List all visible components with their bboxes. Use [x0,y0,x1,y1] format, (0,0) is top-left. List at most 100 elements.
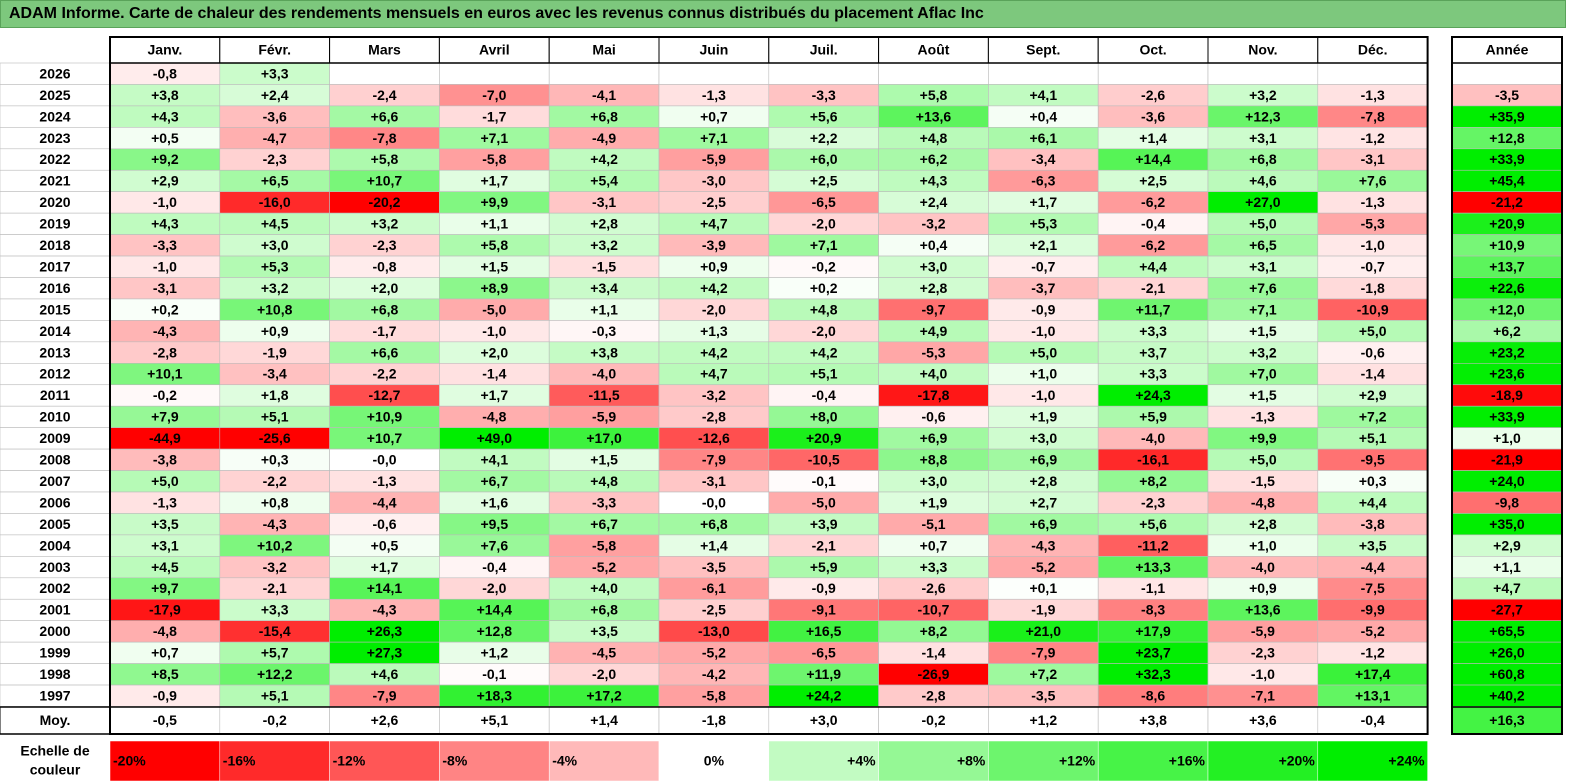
legend-step-label: +12% [1059,753,1096,769]
heatmap-cell-value: +8,0 [810,409,838,425]
heatmap-cell-value: +6,7 [480,473,508,489]
heatmap-cell-value: +7,6 [1359,173,1387,189]
heatmap-cell-value: -12,7 [369,387,401,403]
average-cell-value: +3,8 [1139,712,1167,728]
annual-cell-value: +24,0 [1489,473,1525,489]
heatmap-cell-value: +3,3 [1139,366,1167,382]
heatmap-cell-value: -5,8 [482,151,506,167]
heatmap-cell-value: +3,3 [261,602,289,618]
heatmap-cell-value: -3,3 [812,87,836,103]
heatmap-cell-value: +4,0 [920,366,948,382]
heatmap-cell [988,62,1099,85]
heatmap-cell-value: -0,8 [372,258,396,274]
heatmap-cell-value: +14,4 [477,602,513,618]
heatmap-cell-value: +3,2 [590,237,618,253]
heatmap-cell-value: -3,6 [263,108,287,124]
annual-cell-value: +60,8 [1489,666,1525,682]
heatmap-cell-value: -1,4 [482,366,506,382]
heatmap-cell-value: +2,8 [920,280,948,296]
legend-swatch [1097,740,1209,782]
heatmap-cell-value: -4,0 [592,366,616,382]
heatmap-cell-value: +7,1 [810,237,838,253]
average-cell-value: -1,8 [702,712,726,728]
heatmap-cell-value: -17,9 [149,602,181,618]
month-header-label: Oct. [1139,42,1166,58]
heatmap-cell-value: +7,1 [700,130,728,146]
heatmap-cell-value: +5,7 [261,645,289,661]
year-label: 2008 [39,452,70,468]
heatmap-cell-value: +1,0 [1249,537,1277,553]
heatmap-cell-value: -7,9 [1031,645,1055,661]
heatmap-cell-value: -5,1 [921,516,945,532]
heatmap-cell-value: +12,3 [1245,108,1281,124]
heatmap-cell-value: +7,2 [1029,666,1057,682]
legend-step-label: -4% [552,753,577,769]
heatmap-cell-value: +4,2 [810,344,838,360]
heatmap-cell-value: +6,9 [920,430,948,446]
heatmap-cell-value: -25,6 [259,430,291,446]
heatmap-cell-value: -4,3 [263,516,287,532]
heatmap-cell-value: -4,8 [153,623,177,639]
heatmap-cell-value: +11,7 [1136,301,1171,317]
heatmap-cell-value: +1,2 [480,645,508,661]
heatmap-cell-value: +9,5 [480,516,508,532]
heatmap-cell-value: +1,4 [700,537,728,553]
heatmap-cell-value: +2,9 [1359,387,1387,403]
average-cell-value: -0,2 [921,712,945,728]
heatmap-cell-value: +4,8 [590,473,618,489]
heatmap-cell-value: +7,6 [480,537,508,553]
heatmap-cell-value: -0,2 [153,387,177,403]
heatmap-cell-value: +3,1 [1249,130,1277,146]
heatmap-cell-value: +1,9 [1029,409,1057,425]
year-label: 2024 [39,108,70,124]
heatmap-cell-value: +13,6 [916,108,952,124]
heatmap-cell-value: -0,9 [1031,301,1055,317]
annual-cell-value: +33,9 [1489,151,1525,167]
year-label: 2025 [39,87,70,103]
heatmap-cell-value: +5,0 [1249,216,1277,232]
heatmap-cell-value: +17,0 [586,430,622,446]
page-title: ADAM Informe. Carte de chaleur des rende… [9,5,984,22]
heatmap-cell-value: -6,2 [1141,237,1165,253]
heatmap-cell-value: +1,6 [480,494,508,510]
heatmap-cell-value: +3,8 [151,87,179,103]
heatmap-cell-value: +7,1 [1249,301,1277,317]
year-label: 2005 [39,516,70,532]
heatmap-cell-value: +4,0 [590,580,618,596]
heatmap-cell-value: +6,9 [1029,516,1057,532]
heatmap-cell-value: -1,3 [1361,87,1385,103]
heatmap-cell-value: +4,8 [920,130,948,146]
heatmap-cell-value: +3,0 [1029,430,1057,446]
heatmap-cell-value: +4,9 [920,323,948,339]
heatmap-cell-value: +1,7 [480,173,508,189]
year-label: 2014 [39,323,70,339]
heatmap-cell-value: -2,0 [592,666,616,682]
average-cell-value: +2,6 [371,712,399,728]
year-label: 1998 [39,666,70,682]
heatmap-cell-value: +1,5 [590,452,618,468]
heatmap-cell-value: -3,8 [1361,516,1385,532]
heatmap-cell-value: +1,7 [1029,194,1057,210]
annual-cell [1451,62,1563,85]
heatmap-cell-value: -3,5 [702,559,726,575]
year-label: 2017 [39,258,70,274]
annual-cell-value: +23,6 [1489,366,1525,382]
heatmap-cell-value: +13,6 [1245,602,1281,618]
year-label: 1997 [39,687,70,703]
heatmap-cell-value: -5,8 [702,687,726,703]
heatmap-cell-value: +2,9 [151,173,179,189]
heatmap-cell-value: +3,9 [810,516,838,532]
title-bar: ADAM Informe. Carte de chaleur des rende… [0,0,1566,28]
heatmap-cell-value: +5,0 [151,473,179,489]
heatmap-cell-value: +17,2 [586,687,622,703]
heatmap-cell-value: +7,6 [1249,280,1277,296]
heatmap-cell-value: -3,1 [153,280,177,296]
heatmap-cell-value: +8,2 [1139,473,1167,489]
heatmap-cell-value: +0,9 [1249,580,1277,596]
heatmap-cell-value: -2,3 [1141,494,1165,510]
heatmap-cell-value: -1,0 [1251,666,1275,682]
heatmap-cell-value: -2,0 [812,216,836,232]
annual-cell-value: +10,9 [1489,237,1525,253]
heatmap-cell-value: -4,3 [153,323,177,339]
heatmap-cell-value: +4,8 [810,301,838,317]
